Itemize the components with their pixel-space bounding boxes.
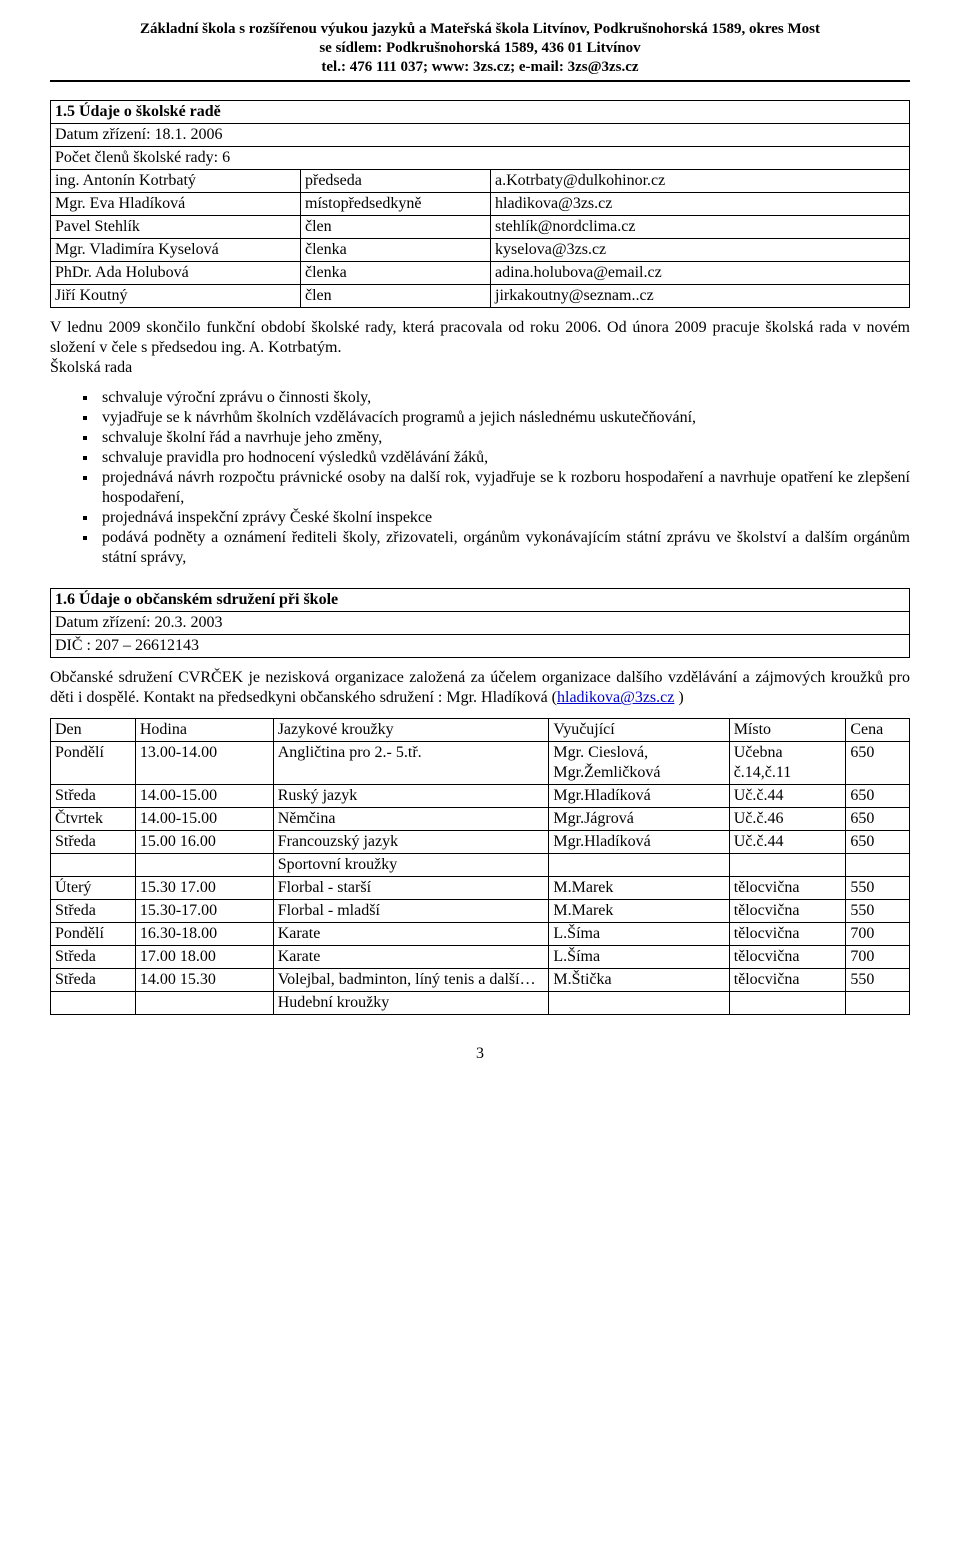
member-row: ing. Antonín Kotrbatý předseda a.Kotrbat… <box>51 170 910 193</box>
member-row: PhDr. Ada Holubová členka adina.holubova… <box>51 262 910 285</box>
section-16-dic: DIČ : 207 – 26612143 <box>51 635 910 658</box>
section-divider-row: Sportovní kroužky <box>51 854 910 877</box>
page-header: Základní škola s rozšířenou výukou jazyk… <box>50 20 910 76</box>
member-row: Mgr. Eva Hladíková místopředsedkyně hlad… <box>51 193 910 216</box>
header-line-2: se sídlem: Podkrušnohorská 1589, 436 01 … <box>50 39 910 58</box>
table-row: Pondělí16.30-18.00KarateL.Šímatělocvična… <box>51 923 910 946</box>
table-row: Úterý15.30 17.00Florbal - staršíM.Marekt… <box>51 877 910 900</box>
table-row: Čtvrtek14.00-15.00NěmčinaMgr.JágrováUč.č… <box>51 808 910 831</box>
list-item: schvaluje pravidla pro hodnocení výsledk… <box>98 448 910 468</box>
table-row: Středa15.00 16.00Francouzský jazykMgr.Hl… <box>51 831 910 854</box>
list-item: vyjadřuje se k návrhům školních vzděláva… <box>98 408 910 428</box>
section-15-table: 1.5 Údaje o školské radě Datum zřízení: … <box>50 100 910 308</box>
section-15-date: Datum zřízení: 18.1. 2006 <box>51 124 910 147</box>
bullet-list: schvaluje výroční zprávu o činnosti škol… <box>50 388 910 568</box>
section-divider-row: Hudební kroužky <box>51 992 910 1015</box>
schedule-header-row: Den Hodina Jazykové kroužky Vyučující Mí… <box>51 719 910 742</box>
list-item: podává podněty a oznámení řediteli školy… <box>98 528 910 568</box>
header-divider <box>50 80 910 82</box>
table-row: Středa14.00 15.30Volejbal, badminton, lí… <box>51 969 910 992</box>
schedule-table: Den Hodina Jazykové kroužky Vyučující Mí… <box>50 718 910 1015</box>
header-line-1: Základní škola s rozšířenou výukou jazyk… <box>50 20 910 39</box>
list-item: projednává návrh rozpočtu právnické osob… <box>98 468 910 508</box>
list-item: schvaluje školní řád a navrhuje jeho změ… <box>98 428 910 448</box>
list-item: projednává inspekční zprávy České školní… <box>98 508 910 528</box>
list-item: schvaluje výroční zprávu o činnosti škol… <box>98 388 910 408</box>
section-15-title: 1.5 Údaje o školské radě <box>51 101 910 124</box>
member-row: Jiří Koutný člen jirkakoutny@seznam..cz <box>51 285 910 308</box>
table-row: Pondělí13.00-14.00Angličtina pro 2.- 5.t… <box>51 742 910 785</box>
header-line-3: tel.: 476 111 037; www: 3zs.cz; e-mail: … <box>50 58 910 77</box>
paragraph-1: V lednu 2009 skončilo funkční období ško… <box>50 318 910 378</box>
section-16-title: 1.6 Údaje o občanském sdružení při škole <box>51 589 910 612</box>
table-row: Středa17.00 18.00KarateL.Šímatělocvična7… <box>51 946 910 969</box>
table-row: Středa14.00-15.00Ruský jazykMgr.Hladíkov… <box>51 785 910 808</box>
member-row: Mgr. Vladimíra Kyselová členka kyselova@… <box>51 239 910 262</box>
table-row: Středa15.30-17.00Florbal - mladšíM.Marek… <box>51 900 910 923</box>
member-row: Pavel Stehlík člen stehlík@nordclima.cz <box>51 216 910 239</box>
paragraph-2: Občanské sdružení CVRČEK je nezisková or… <box>50 668 910 708</box>
section-15-count: Počet členů školské rady: 6 <box>51 147 910 170</box>
page-number: 3 <box>50 1045 910 1063</box>
section-16-table: 1.6 Údaje o občanském sdružení při škole… <box>50 588 910 658</box>
section-16-date: Datum zřízení: 20.3. 2003 <box>51 612 910 635</box>
contact-email-link[interactable]: hladikova@3zs.cz <box>557 689 674 706</box>
